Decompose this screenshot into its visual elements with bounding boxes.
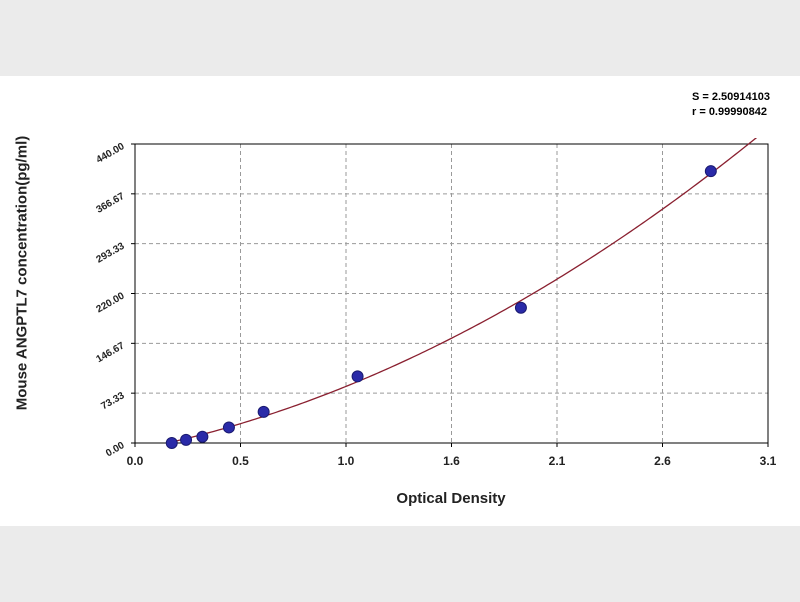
x-tick-label: 0.0 — [127, 454, 144, 468]
y-tick-label: 366.67 — [95, 191, 127, 216]
fit-stat-s: S = 2.50914103 — [692, 91, 770, 103]
data-point — [257, 405, 270, 418]
y-tick-label: 0.00 — [104, 440, 127, 459]
x-tick-label: 1.6 — [443, 454, 460, 468]
y-tick-label: 293.33 — [95, 241, 127, 266]
data-point — [704, 165, 717, 178]
x-tick-label: 2.1 — [549, 454, 566, 468]
x-tick-label: 2.6 — [654, 454, 671, 468]
y-tick-label: 146.67 — [95, 340, 127, 365]
fit-statistics: S = 2.50914103 r = 0.99990842 — [692, 90, 770, 120]
fit-curve — [171, 138, 758, 443]
x-tick-label: 1.0 — [338, 454, 355, 468]
data-points — [165, 165, 717, 449]
y-axis-label: Mouse ANGPTL7 concentration(pg/ml) — [13, 135, 31, 411]
fit-stat-r: r = 0.99990842 — [692, 106, 767, 118]
bottom-band — [0, 526, 800, 602]
data-point — [180, 433, 193, 446]
top-band — [0, 0, 800, 76]
fit-curve-layer — [171, 138, 758, 443]
axis-ticks: 0.0 0.5 1.0 1.6 2.1 2.6 3.1 0.00 73.33 146.67 220.… — [95, 141, 777, 468]
data-point — [165, 437, 178, 449]
y-tick-label: 73.33 — [99, 390, 127, 412]
data-point — [514, 301, 527, 314]
y-tick-label: 440.00 — [95, 141, 127, 166]
y-tick-label: 220.00 — [95, 290, 127, 315]
x-axis-label: Optical Density — [396, 490, 506, 507]
data-point — [222, 421, 235, 434]
x-tick-label: 3.1 — [760, 454, 777, 468]
data-point — [351, 370, 364, 383]
data-point — [196, 430, 209, 443]
grid-lines — [135, 144, 768, 443]
x-tick-label: 0.5 — [232, 454, 249, 468]
